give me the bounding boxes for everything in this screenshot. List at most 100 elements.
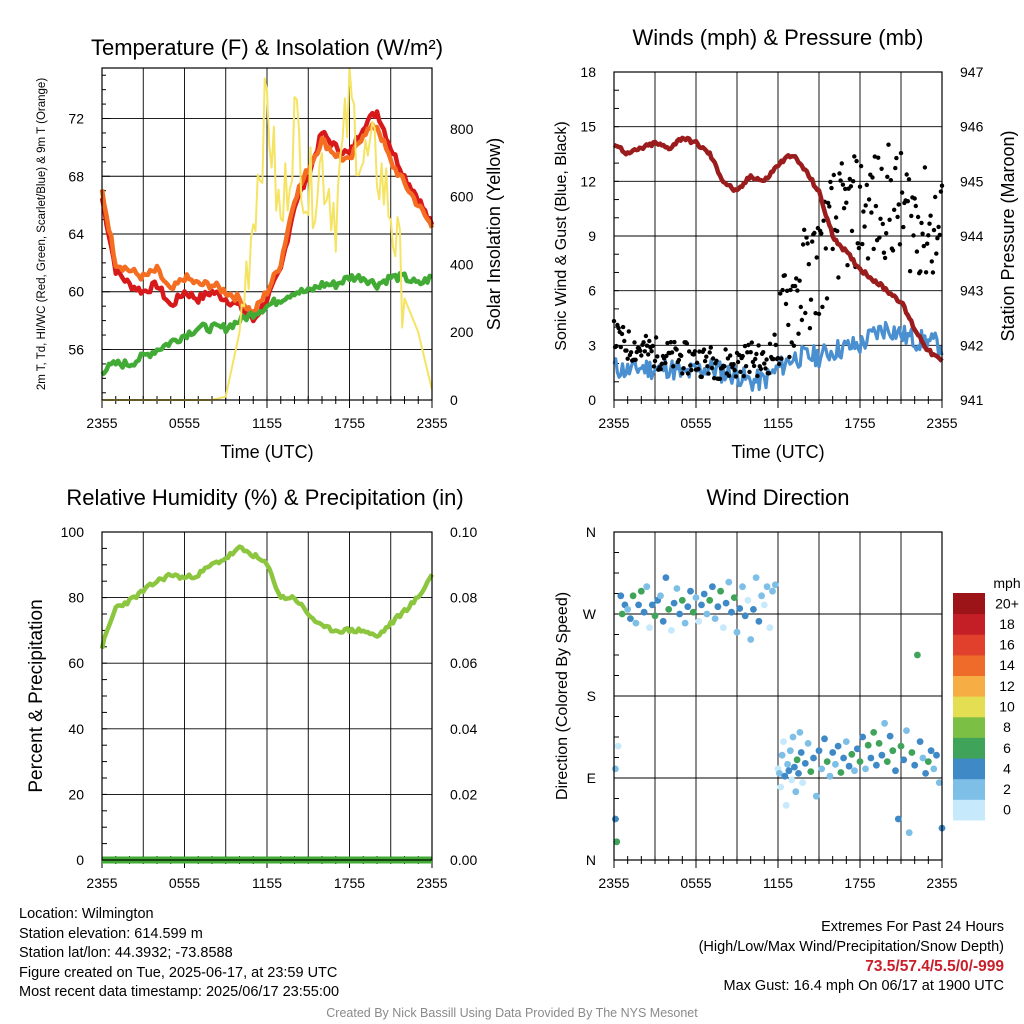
chart-title: Temperature (F) & Insolation (W/m²) — [91, 35, 443, 60]
series-line-rh — [99, 544, 434, 650]
y-right-tick-label: 945 — [960, 173, 984, 189]
direction-point — [826, 772, 834, 780]
gust-point — [895, 214, 900, 220]
gust-point — [802, 227, 807, 232]
direction-point — [760, 601, 768, 609]
gust-point — [823, 246, 828, 251]
plot-frame — [101, 531, 433, 861]
direction-point — [752, 574, 760, 581]
gust-point — [833, 215, 839, 220]
gust-point — [800, 242, 806, 247]
legend-label: 10 — [999, 699, 1015, 715]
gust-point — [710, 356, 716, 361]
credit-text: Created By Nick Bassill Using Data Provi… — [326, 1006, 698, 1020]
chart-title: Wind Direction — [706, 485, 849, 510]
gust-point — [827, 204, 832, 209]
gust-point — [788, 287, 793, 293]
direction-point — [659, 617, 667, 625]
legend-swatch — [953, 737, 985, 759]
gust-point — [885, 174, 890, 179]
direction-point — [703, 610, 711, 618]
gust-point — [825, 200, 831, 206]
gust-point — [882, 255, 888, 261]
extremes-values: 73.5/57.4/5.5/0/-999 — [865, 958, 1004, 975]
y-tick-label: 72 — [68, 111, 84, 127]
direction-point — [629, 592, 637, 600]
gust-point — [771, 356, 776, 362]
gust-point — [763, 366, 768, 371]
gust-point — [894, 155, 899, 161]
gust-point — [852, 154, 857, 159]
legend-swatch — [953, 716, 985, 738]
gust-point — [764, 357, 769, 362]
gust-point — [699, 374, 704, 380]
direction-point — [878, 751, 886, 759]
gust-point — [839, 161, 844, 166]
gust-point — [741, 373, 746, 379]
gust-point — [803, 310, 808, 316]
y-tick-label: 80 — [68, 590, 84, 606]
gust-point — [843, 186, 848, 192]
gust-point — [876, 155, 881, 160]
gust-point — [913, 203, 918, 209]
gust-point — [911, 233, 916, 238]
y-tick-label: 68 — [68, 168, 84, 184]
gust-point — [625, 356, 630, 361]
direction-point — [924, 758, 932, 765]
gust-point — [684, 341, 690, 346]
gust-point — [668, 340, 674, 345]
gust-point — [696, 366, 701, 372]
gust-point — [831, 172, 836, 178]
gust-point — [816, 311, 822, 317]
gust-point — [808, 297, 814, 302]
gust-point — [819, 231, 824, 236]
gust-point — [836, 275, 841, 280]
gust-point — [799, 317, 805, 323]
legend-label: 8 — [1003, 719, 1011, 735]
direction-point — [612, 765, 619, 773]
direction-point — [733, 628, 741, 636]
gust-point — [928, 213, 933, 218]
gust-point — [829, 185, 834, 191]
direction-point — [788, 776, 796, 784]
gust-point — [849, 228, 855, 234]
y-right-tick-label: 946 — [960, 119, 984, 135]
direction-point — [741, 612, 749, 620]
y-right-tick-label: 944 — [960, 228, 984, 244]
gust-point — [804, 235, 809, 240]
gust-point — [926, 233, 931, 238]
gust-point — [914, 249, 920, 254]
gust-point — [871, 246, 876, 252]
direction-point — [832, 760, 839, 768]
gust-point — [740, 353, 745, 359]
x-tick-label: 1755 — [334, 415, 365, 431]
elevation-text: Station elevation: 614.599 m — [19, 925, 203, 942]
gust-point — [646, 352, 651, 357]
direction-point — [618, 610, 626, 618]
gust-point — [767, 341, 773, 346]
temperature-panel: 56 60 64 68 72 0 200 400 600 800 2355 0555 1155 1755 2… — [36, 35, 504, 462]
gust-point — [717, 376, 723, 381]
gust-point — [722, 364, 727, 369]
gust-point — [783, 301, 789, 307]
direction-point — [706, 596, 714, 604]
gust-point — [835, 228, 840, 234]
gust-point — [709, 365, 715, 371]
direction-point — [892, 767, 899, 775]
gust-point — [806, 262, 811, 267]
direction-point — [648, 601, 656, 609]
gust-point — [663, 360, 668, 366]
direction-point — [881, 719, 888, 727]
gust-point — [909, 213, 914, 219]
direction-point — [927, 747, 935, 755]
gust-point — [855, 241, 860, 246]
direction-point — [722, 599, 730, 607]
plot-frame — [101, 67, 433, 401]
gust-point — [641, 340, 646, 345]
gust-point — [665, 340, 670, 346]
direction-point — [908, 749, 916, 756]
direction-point — [763, 583, 771, 591]
gust-point — [652, 358, 658, 364]
gust-point — [634, 349, 639, 355]
gust-point — [680, 371, 685, 376]
